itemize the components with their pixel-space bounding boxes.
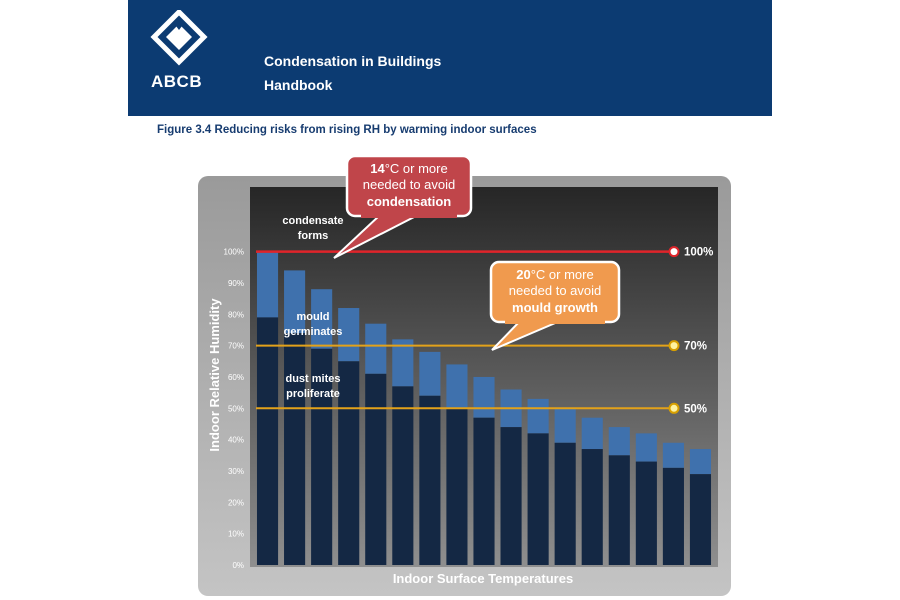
callout-joint	[505, 318, 605, 324]
y-tick-label: 40%	[228, 436, 244, 445]
y-tick-label: 10%	[228, 530, 244, 539]
bar-upper	[446, 364, 468, 409]
y-tick-label: 70%	[228, 342, 244, 351]
callout-line: 20°C or more	[516, 267, 593, 282]
bar-lower	[500, 427, 522, 565]
bar-upper	[689, 449, 712, 475]
y-tick-label: 20%	[228, 498, 244, 507]
bar-annotation: condensate	[282, 215, 343, 227]
reference-line-label: 100%	[684, 247, 713, 259]
bar-annotation: mould	[297, 311, 330, 323]
x-axis-label: Indoor Surface Temperatures	[393, 571, 573, 586]
callout-line: needed to avoid	[509, 283, 602, 298]
callout-line: condensation	[367, 194, 452, 209]
bar-upper	[338, 308, 360, 362]
bar-lower	[419, 395, 441, 565]
y-tick-label: 80%	[228, 310, 244, 319]
y-tick-label: 0%	[232, 561, 244, 570]
bar-upper	[635, 433, 657, 462]
bar-annotation: germinates	[284, 326, 343, 338]
bar-annotation: proliferate	[286, 388, 340, 400]
abcb-logo-icon	[150, 10, 208, 66]
callout-text-rest: °C or more	[385, 161, 448, 176]
bar-upper	[608, 427, 630, 456]
callout-text-rest: °C or more	[531, 267, 594, 282]
y-tick-label: 30%	[228, 467, 244, 476]
bar-upper	[419, 351, 441, 396]
bar-lower	[662, 467, 684, 565]
callout-line: 14°C or more	[370, 161, 447, 176]
bar-annotation: dust mites	[285, 373, 340, 385]
bar-lower	[392, 386, 414, 565]
bar-lower	[284, 333, 306, 565]
bar-lower	[635, 461, 657, 565]
bar-upper	[473, 376, 495, 418]
y-axis-label: Indoor Relative Humidity	[207, 298, 222, 452]
bar-lower	[338, 361, 360, 565]
bar-upper	[581, 417, 603, 450]
reference-line-label: 50%	[684, 403, 707, 415]
bar-lower	[446, 408, 468, 565]
header-subtitle: Handbook	[264, 77, 333, 93]
reference-marker	[668, 402, 680, 414]
bar-lower	[473, 417, 495, 565]
bar-lower	[256, 317, 279, 565]
bar-lower	[608, 455, 630, 565]
callout-joint	[361, 212, 457, 218]
bar-upper	[365, 323, 387, 374]
bar-lower	[554, 442, 576, 565]
y-tick-label: 60%	[228, 373, 244, 382]
callout-bold-number: 14	[370, 161, 385, 176]
bar-lower	[365, 373, 387, 565]
bar-upper	[392, 339, 414, 387]
bar-lower	[689, 474, 712, 565]
header-banner	[128, 0, 772, 116]
bar-lower	[527, 433, 549, 565]
callout-bold-number: 20	[516, 267, 530, 282]
y-tick-label: 90%	[228, 279, 244, 288]
callout-line: mould growth	[512, 300, 598, 315]
bar-upper	[554, 408, 576, 443]
bar-upper	[527, 398, 549, 434]
bar-upper	[256, 251, 279, 318]
y-tick-label: 100%	[224, 248, 244, 257]
bar-upper	[284, 270, 306, 334]
header-title: Condensation in Buildings	[264, 53, 442, 69]
bar-lower	[311, 348, 333, 565]
bar-lower	[581, 449, 603, 565]
reference-marker	[668, 340, 680, 352]
bar-upper	[311, 289, 333, 349]
y-tick-label: 50%	[228, 404, 244, 413]
reference-marker	[668, 246, 680, 258]
logo-text: ABCB	[151, 72, 203, 91]
bar-annotation: forms	[298, 230, 329, 242]
figure-caption: Figure 3.4 Reducing risks from rising RH…	[157, 124, 537, 136]
reference-line-label: 70%	[684, 341, 707, 353]
bar-upper	[662, 442, 684, 468]
callout-line: needed to avoid	[363, 177, 456, 192]
